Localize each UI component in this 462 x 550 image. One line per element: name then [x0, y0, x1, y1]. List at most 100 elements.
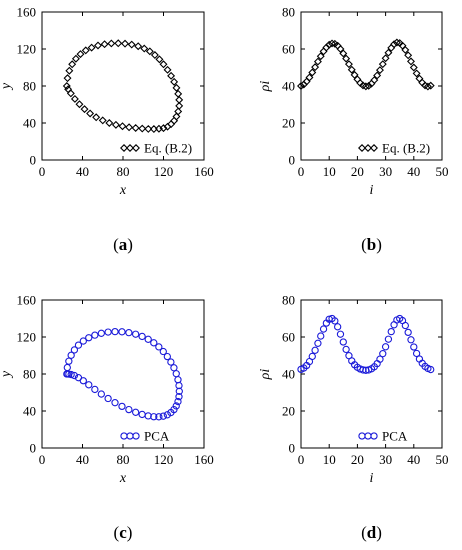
- data-point: [79, 337, 87, 345]
- data-point: [167, 358, 175, 366]
- x-tick-label: 120: [154, 164, 174, 179]
- data-point: [175, 387, 183, 395]
- y-tick-label: 40: [23, 116, 36, 131]
- data-point: [316, 52, 325, 61]
- x-tick-label: 30: [379, 452, 392, 467]
- legend-marker: [120, 144, 128, 152]
- y-tick-label: 0: [289, 441, 296, 456]
- data-point: [150, 339, 158, 347]
- x-tick-label: 0: [298, 164, 305, 179]
- data-point: [375, 66, 384, 75]
- data-point: [359, 366, 367, 374]
- data-point: [85, 381, 93, 389]
- data-point: [132, 408, 140, 416]
- y-tick-label: 80: [23, 79, 36, 94]
- data-point: [370, 76, 379, 85]
- data-point: [334, 323, 342, 331]
- data-point: [170, 116, 179, 125]
- data-point: [410, 343, 418, 351]
- data-point: [144, 335, 152, 343]
- data-point: [313, 57, 322, 66]
- legend-marker: [364, 432, 372, 440]
- data-point: [336, 45, 345, 53]
- data-point: [163, 352, 171, 361]
- data-point: [104, 328, 112, 336]
- y-tick-label: 80: [282, 5, 295, 20]
- data-point: [125, 123, 134, 132]
- panel-label: (d): [361, 523, 382, 542]
- data-point: [163, 411, 171, 419]
- data-point: [174, 89, 183, 98]
- data-point: [75, 100, 84, 109]
- legend-marker: [120, 432, 128, 440]
- data-point: [378, 60, 387, 69]
- data-point: [384, 335, 393, 343]
- y-tick-label: 120: [17, 42, 37, 57]
- data-point: [308, 68, 317, 77]
- panel-b: 0 10 20 30 40 50 0 20 40 60 80 i ρi Eq. (B.2) (b): [258, 5, 449, 255]
- data-point: [339, 338, 347, 346]
- x-tick-label: 50: [436, 452, 449, 467]
- legend-marker: [126, 432, 134, 440]
- data-point: [172, 402, 180, 410]
- data-point: [118, 122, 127, 131]
- data-point: [91, 331, 99, 339]
- legend-marker: [358, 144, 366, 152]
- data-point: [401, 321, 409, 330]
- data-point: [111, 120, 120, 129]
- y-tick-label: 40: [282, 79, 295, 94]
- data-point: [67, 351, 75, 359]
- x-axis-label: i: [370, 183, 374, 198]
- legend-label: PCA: [144, 429, 170, 444]
- y-tick-label: 60: [282, 42, 295, 57]
- x-axis-label: i: [370, 471, 374, 486]
- y-axis-label: y: [0, 82, 14, 91]
- data-point: [308, 352, 316, 361]
- data-point: [328, 39, 336, 48]
- data-point: [412, 69, 421, 78]
- data-point: [407, 57, 415, 66]
- y-tick-label: 80: [282, 293, 295, 308]
- data-point: [138, 410, 146, 419]
- data-point: [104, 394, 112, 403]
- y-tick-label: 160: [17, 5, 37, 20]
- y-tick-label: 40: [282, 367, 295, 382]
- panel-letter: c: [119, 523, 127, 542]
- x-tick-label: 20: [351, 452, 364, 467]
- data-point: [311, 346, 319, 354]
- data-point: [167, 120, 176, 129]
- data-point: [331, 317, 339, 325]
- data-point: [305, 73, 314, 82]
- data-point: [361, 82, 370, 91]
- y-axis-label: y: [0, 370, 14, 379]
- data-point: [127, 40, 136, 49]
- x-tick-label: 20: [351, 164, 364, 179]
- legend-label: Eq. (B.2): [382, 141, 430, 156]
- data-point: [317, 332, 325, 340]
- legend-marker: [370, 144, 378, 152]
- panel-letter: a: [119, 235, 128, 254]
- y-tick-label: 120: [17, 330, 37, 345]
- data-point: [145, 47, 154, 56]
- x-tick-label: 40: [407, 452, 420, 467]
- x-tick-label: 80: [117, 164, 130, 179]
- data-point: [344, 60, 353, 69]
- data-point: [381, 343, 390, 351]
- data-point: [118, 328, 126, 336]
- data-point: [91, 385, 99, 394]
- panel-label: (a): [113, 235, 133, 254]
- data-point: [155, 413, 163, 421]
- data-point: [86, 109, 95, 118]
- data-point: [92, 113, 101, 122]
- data-point: [74, 374, 83, 382]
- y-axis-label: ρi: [258, 369, 273, 381]
- x-tick-label: 120: [154, 452, 174, 467]
- data-point: [381, 54, 390, 63]
- data-point: [150, 51, 159, 59]
- legend-marker: [126, 144, 134, 152]
- data-point: [132, 330, 140, 338]
- data-point: [387, 327, 395, 336]
- data-point: [404, 328, 412, 337]
- data-point: [155, 343, 163, 351]
